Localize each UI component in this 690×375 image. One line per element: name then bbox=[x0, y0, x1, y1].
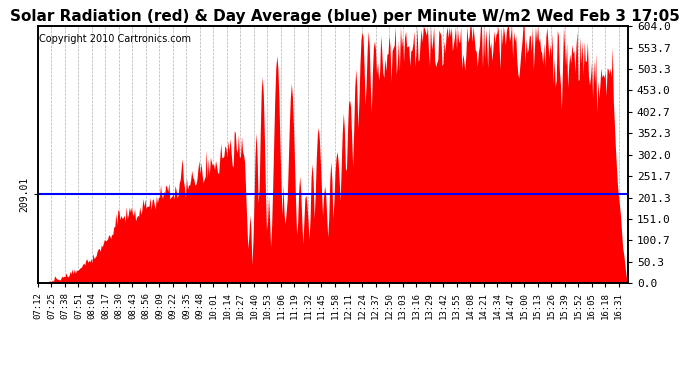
Text: Copyright 2010 Cartronics.com: Copyright 2010 Cartronics.com bbox=[39, 34, 191, 44]
Text: Solar Radiation (red) & Day Average (blue) per Minute W/m2 Wed Feb 3 17:05: Solar Radiation (red) & Day Average (blu… bbox=[10, 9, 680, 24]
